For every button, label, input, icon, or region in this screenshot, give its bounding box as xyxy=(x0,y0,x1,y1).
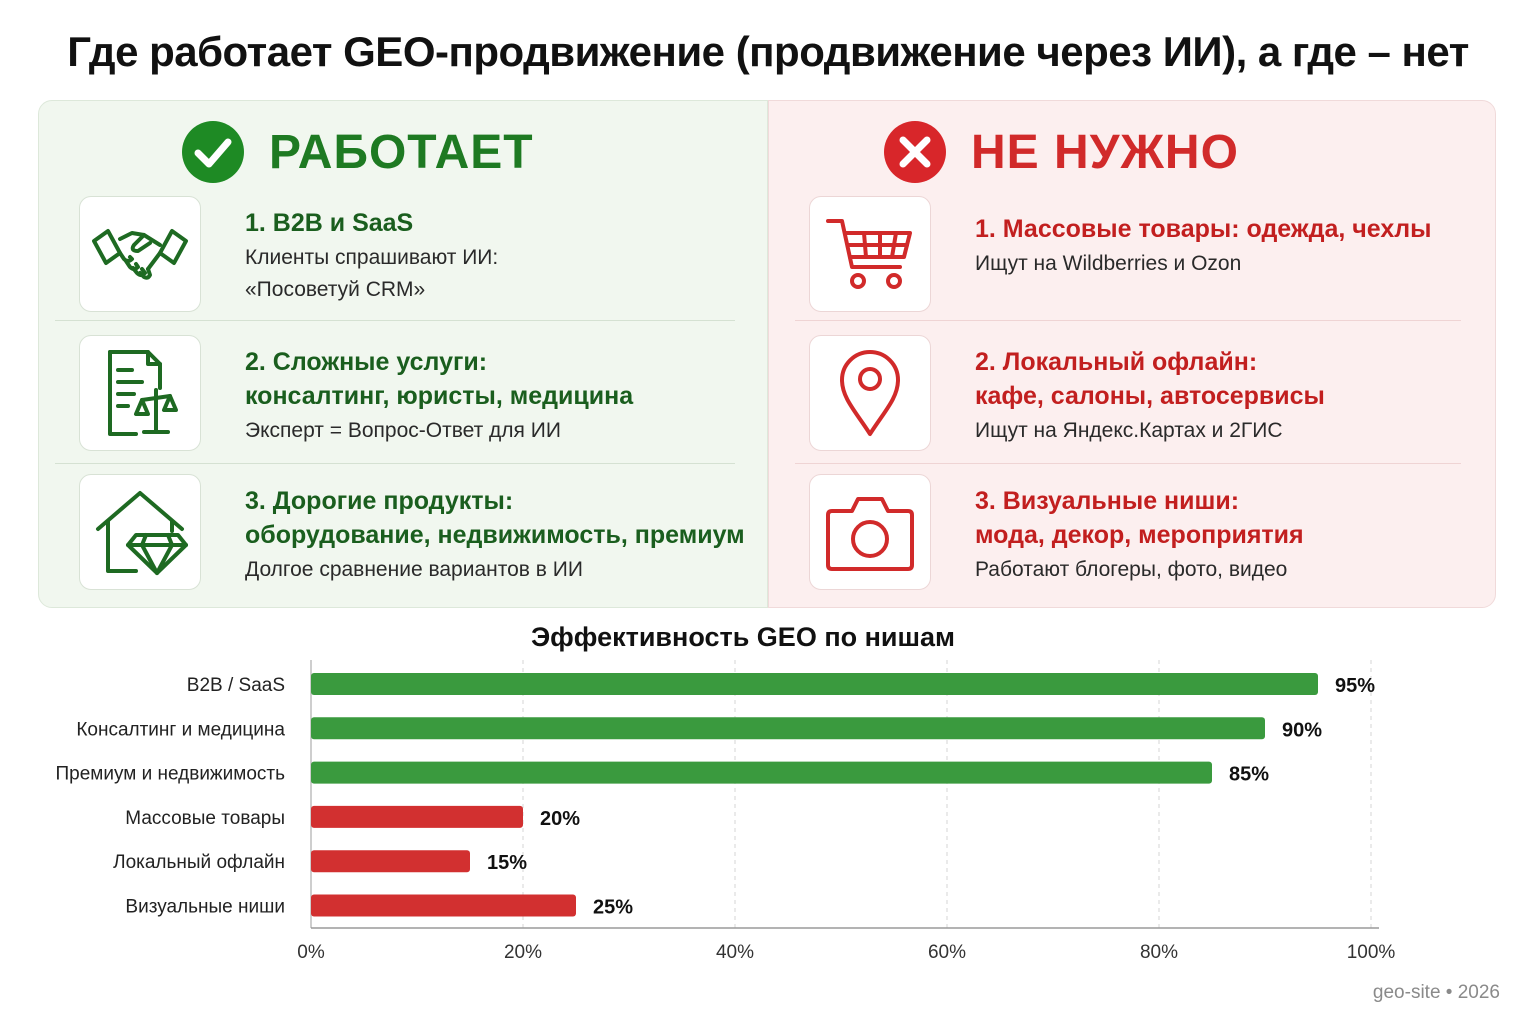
bar xyxy=(311,894,576,917)
divider xyxy=(795,320,1461,321)
works-item-subtitle: Долгое сравнение вариантов в ИИ xyxy=(245,558,583,581)
cross-circle-icon xyxy=(884,121,946,183)
x-tick-label: 100% xyxy=(1347,942,1396,963)
bar xyxy=(311,761,1212,784)
category-label: Визуальные ниши xyxy=(125,897,285,918)
shopping-cart-icon xyxy=(826,219,912,289)
works-item: 3. Дорогие продукты: оборудование, недви… xyxy=(79,474,745,592)
divider xyxy=(55,320,735,321)
map-pin-icon xyxy=(840,350,900,436)
value-label: 25% xyxy=(593,897,633,919)
handshake-icon xyxy=(92,229,188,280)
works-item: 1. B2B и SaaS Клиенты спрашивают ИИ: «По… xyxy=(79,196,735,314)
camera-icon xyxy=(826,497,914,571)
not-needed-header: НЕ НУЖНО xyxy=(883,117,1239,187)
category-label: Консалтинг и медицина xyxy=(76,719,285,740)
bar xyxy=(311,805,523,828)
divider xyxy=(55,463,735,464)
value-label: 20% xyxy=(540,808,580,830)
x-tick-label: 0% xyxy=(297,942,325,963)
bar-chart: 0% 20% 40% 60% 80% 100% B2B / SaaS 95% Консалтин… xyxy=(56,660,1396,963)
category-label: Премиум и недвижимость xyxy=(56,764,286,785)
page-title: Где работает GEO-продвижение (продвижени… xyxy=(67,28,1469,75)
not-needed-item: 1. Массовые товары: одежда, чехлы Ищут н… xyxy=(809,196,1465,314)
not-needed-item-subtitle: Ищут на Wildberries и Ozon xyxy=(975,252,1242,275)
divider xyxy=(795,463,1461,464)
works-item: 2. Сложные услуги: консалтинг, юристы, м… xyxy=(79,335,735,453)
house-diamond-icon xyxy=(96,491,188,575)
category-label: Массовые товары xyxy=(125,808,285,829)
category-label: B2B / SaaS xyxy=(187,675,285,696)
works-label: РАБОТАЕТ xyxy=(269,125,534,179)
not-needed-icon-box xyxy=(809,474,931,590)
works-icon-box xyxy=(79,474,201,590)
value-label: 95% xyxy=(1335,675,1375,697)
value-label: 90% xyxy=(1282,719,1322,741)
chart-title: Эффективность GEO по нишам xyxy=(530,622,956,652)
not-needed-item-title: 3. Визуальные ниши: мода, декор, меропри… xyxy=(975,487,1304,549)
works-header: РАБОТАЕТ xyxy=(181,117,534,187)
not-needed-item-subtitle: Работают блогеры, фото, видео xyxy=(975,558,1288,581)
x-tick-label: 80% xyxy=(1140,942,1178,963)
value-label: 15% xyxy=(487,852,527,874)
not-needed-icon-box xyxy=(809,335,931,451)
works-icon-box xyxy=(79,196,201,312)
x-tick-label: 60% xyxy=(928,942,966,963)
not-needed-item-title: 1. Массовые товары: одежда, чехлы xyxy=(975,215,1432,243)
not-needed-label: НЕ НУЖНО xyxy=(971,125,1239,179)
works-item-subtitle: Клиенты спрашивают ИИ: «Посоветуй CRM» xyxy=(245,246,499,301)
value-label: 85% xyxy=(1229,764,1269,786)
checkmark-circle-icon xyxy=(182,121,244,183)
not-needed-item-title: 2. Локальный офлайн: кафе, салоны, автос… xyxy=(975,348,1325,410)
bar xyxy=(311,717,1265,740)
works-item-subtitle: Эксперт = Вопрос-Ответ для ИИ xyxy=(245,419,561,442)
not-needed-item: 3. Визуальные ниши: мода, декор, меропри… xyxy=(809,474,1465,592)
works-item-title: 3. Дорогие продукты: оборудование, недви… xyxy=(245,487,745,549)
not-needed-item: 2. Локальный офлайн: кафе, салоны, автос… xyxy=(809,335,1465,453)
footer-credit: geo-site • 2026 xyxy=(1372,982,1500,1003)
works-item-title: 1. B2B и SaaS xyxy=(245,209,414,237)
category-label: Локальный офлайн xyxy=(113,852,285,873)
bar xyxy=(311,850,470,873)
x-tick-label: 40% xyxy=(716,942,754,963)
not-needed-item-subtitle: Ищут на Яндекс.Картах и 2ГИС xyxy=(975,419,1283,442)
not-needed-icon-box xyxy=(809,196,931,312)
works-item-title: 2. Сложные услуги: консалтинг, юристы, м… xyxy=(245,348,634,410)
bar xyxy=(311,673,1318,695)
not-needed-panel: НЕ НУЖНО 1. Массовые товары: одежда, чех… xyxy=(768,100,1496,608)
x-tick-label: 20% xyxy=(504,942,542,963)
works-icon-box xyxy=(79,335,201,451)
document-scales-icon xyxy=(108,350,178,436)
works-panel: РАБОТАЕТ 1. B2B и SaaS Клиенты спрашиваю… xyxy=(38,100,768,608)
